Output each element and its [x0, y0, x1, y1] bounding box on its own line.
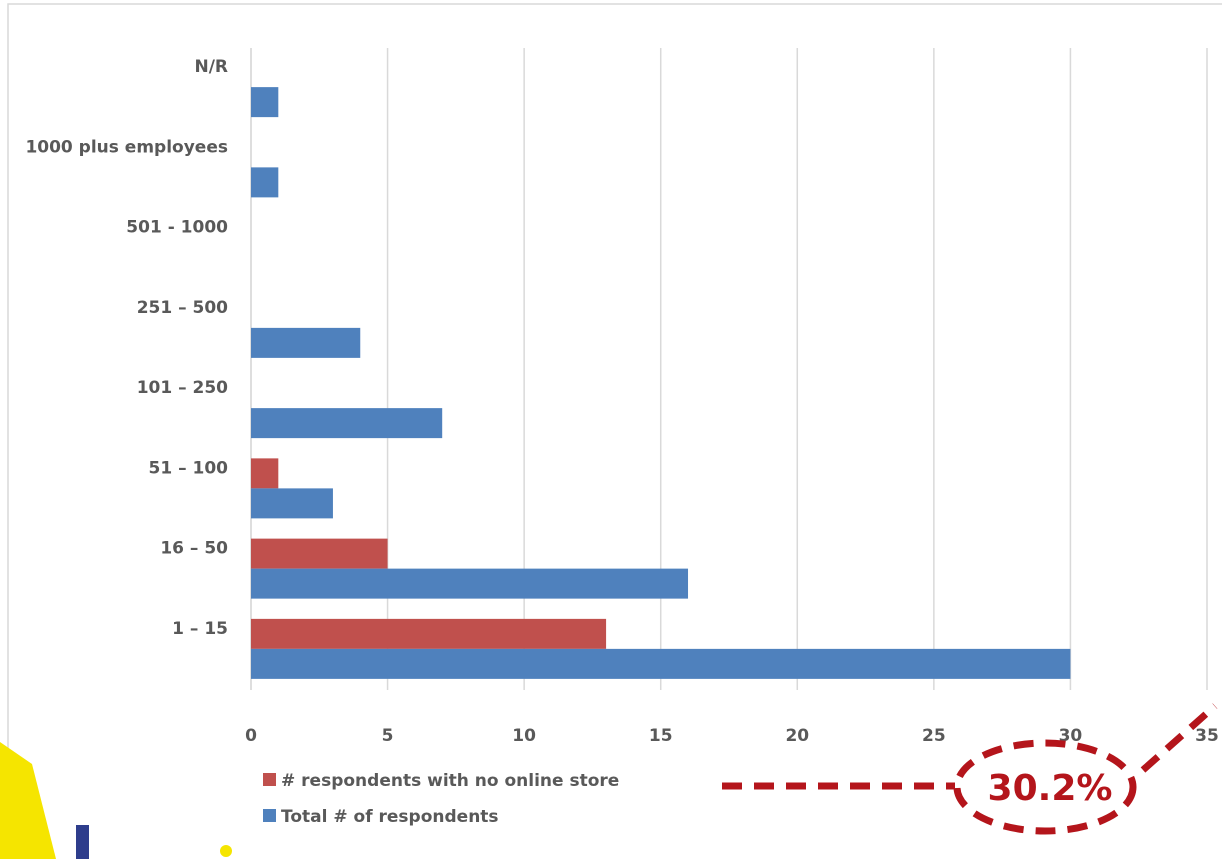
legend-swatch [263, 809, 276, 822]
bar-no-online-store [251, 538, 388, 569]
category-label: N/R [194, 57, 228, 77]
decorative-logo [0, 742, 232, 859]
x-tick-label: 15 [649, 726, 673, 746]
category-label: 1 – 15 [172, 619, 228, 639]
x-tick-label: 5 [382, 726, 394, 746]
legend-label: # respondents with no online store [281, 771, 619, 791]
bar-total-respondents [251, 327, 361, 358]
bar-no-online-store [251, 458, 279, 489]
callout-dashed-ellipse [953, 739, 1137, 835]
legend-label: Total # of respondents [281, 807, 499, 827]
category-label: 16 – 50 [160, 539, 228, 559]
callout-value: 30.2% [988, 768, 1113, 809]
category-labels: N/R 1000 plus employees 501 - 1000 251 – 50… [25, 57, 228, 639]
yellow-swoosh-icon [0, 742, 56, 859]
x-tick-label: 10 [512, 726, 536, 746]
legend: # respondents with no online store Total … [263, 771, 619, 827]
callout-annotation: 30.2% [722, 703, 1218, 835]
bar-total-respondents [251, 488, 333, 519]
bar-no-online-store [251, 618, 607, 649]
x-tick-label: 0 [245, 726, 257, 746]
category-label: 251 – 500 [137, 298, 228, 318]
x-tick-label: 35 [1195, 726, 1219, 746]
logo-dot-icon [220, 845, 232, 857]
bar-total-respondents [251, 167, 279, 198]
gridlines [250, 48, 1208, 690]
callout-dashed-line-right [1140, 703, 1218, 773]
legend-swatch [263, 773, 276, 786]
category-label: 1000 plus employees [25, 137, 228, 157]
x-tick-label: 25 [922, 726, 946, 746]
chart-frame [7, 3, 1222, 864]
category-label: 501 - 1000 [126, 218, 228, 238]
category-label: 51 – 100 [149, 458, 229, 478]
category-label: 101 – 250 [137, 378, 228, 398]
x-tick-label: 20 [785, 726, 809, 746]
bar-total-respondents [251, 648, 1071, 679]
x-tick-labels: 0 5 10 15 20 25 30 35 [245, 726, 1219, 746]
bar-total-respondents [251, 568, 689, 599]
bars [251, 87, 1071, 679]
partial-logo-icon [76, 825, 89, 859]
bar-total-respondents [251, 87, 279, 118]
bar-total-respondents [251, 408, 443, 439]
